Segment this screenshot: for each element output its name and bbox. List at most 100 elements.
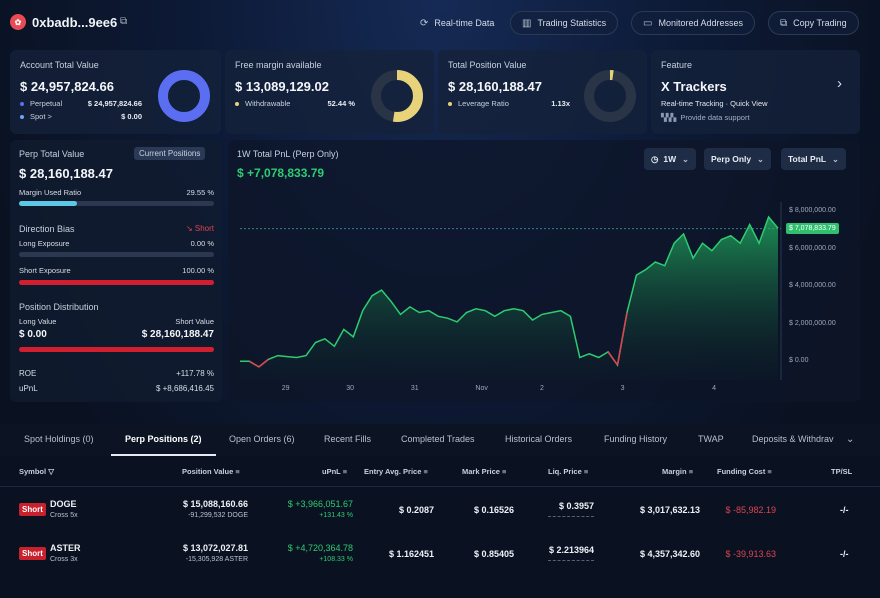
sort-icon[interactable]: ≡	[235, 467, 240, 476]
tab-historical-orders[interactable]: Historical Orders	[505, 434, 573, 444]
perpetual-row: Perpetual	[20, 99, 62, 108]
long-value: $ 0.00	[19, 329, 47, 340]
sort-icon[interactable]: ≡	[767, 467, 772, 476]
copy-trading-button[interactable]: ⧉ Copy Trading	[768, 11, 859, 35]
tab-perp-positions[interactable]: Perp Positions (2)	[125, 434, 202, 444]
active-tab-indicator	[111, 454, 216, 456]
negative-segment	[607, 351, 619, 366]
negative-segment	[258, 358, 269, 368]
monitored-addresses-button[interactable]: ▭ Monitored Addresses	[631, 11, 755, 35]
upnl-label: uPnL	[19, 384, 38, 393]
feature-provider: ▚▚▚ Provide data support	[661, 113, 750, 122]
tab-twap[interactable]: TWAP	[698, 434, 724, 444]
x-tick-label: Nov	[475, 385, 488, 392]
feature-card[interactable]: Feature X Trackers Real-time Tracking · …	[651, 50, 860, 134]
upnl-percent: +108.33 %	[319, 556, 353, 563]
monitor-icon: ▭	[643, 17, 653, 29]
scope-dropdown[interactable]: Perp Only ⌄	[704, 148, 771, 170]
copy-icon[interactable]: ⧉	[120, 16, 128, 27]
mark-price: $ 0.16526	[473, 505, 514, 515]
col-position-value[interactable]: Position Value ≡	[182, 467, 240, 476]
tab-deposits-withdrawals[interactable]: Deposits & Withdrav	[752, 434, 834, 444]
sort-icon[interactable]: ≡	[342, 467, 348, 476]
chevron-down-icon: ⌄	[757, 154, 764, 164]
col-margin[interactable]: Margin ≡	[662, 467, 694, 476]
symbol[interactable]: ASTER	[50, 543, 81, 553]
spot-link[interactable]: Spot >	[20, 112, 52, 121]
short-value-label: Short Value	[175, 317, 214, 326]
distribution-bar	[19, 347, 214, 352]
col-funding-cost[interactable]: Funding Cost ≡	[717, 467, 772, 476]
filter-icon[interactable]: ▽	[48, 467, 54, 476]
positions-tab-bar: Spot Holdings (0) Perp Positions (2) Ope…	[0, 424, 880, 456]
pnl-chart-panel: 1W Total PnL (Perp Only) $ +7,078,833.79…	[228, 140, 860, 402]
realtime-data-button[interactable]: ⟳ Real-time Data	[408, 11, 506, 35]
negative-segment	[249, 360, 260, 368]
margin-used-value: 29.55 %	[186, 188, 214, 197]
header-divider	[0, 486, 880, 487]
negative-segment	[616, 312, 628, 366]
leverage: Cross 5x	[50, 512, 78, 519]
short-exposure-label: Short Exposure	[19, 266, 71, 275]
trading-statistics-button[interactable]: ▥ Trading Statistics	[510, 11, 619, 35]
funding-cost: $ -39,913.63	[725, 549, 776, 559]
mark-price: $ 0.85405	[473, 549, 514, 559]
copy-icon: ⧉	[780, 17, 788, 29]
long-exposure-bar	[19, 252, 214, 257]
entry-price: $ 1.162451	[388, 549, 434, 559]
direction-bias-title: Direction Bias	[19, 224, 75, 234]
button-label: Copy Trading	[793, 18, 847, 28]
trend-down-icon: ↘	[185, 224, 195, 233]
upnl-percent: +131.43 %	[319, 512, 353, 519]
spot-value: $ 0.00	[121, 112, 142, 121]
col-tpsl: TP/SL	[831, 467, 853, 476]
sort-icon[interactable]: ≡	[583, 467, 589, 476]
tab-open-orders[interactable]: Open Orders (6)	[229, 434, 295, 444]
symbol[interactable]: DOGE	[50, 499, 77, 509]
chevron-down-icon: ⌄	[832, 154, 839, 164]
tab-funding-history[interactable]: Funding History	[604, 434, 668, 444]
card-title: Account Total Value	[20, 60, 99, 70]
account-total-card: Account Total Value $ 24,957,824.66 Perp…	[10, 50, 221, 134]
entry-price: $ 0.2087	[398, 505, 434, 515]
short-value: $ 28,160,188.47	[141, 329, 214, 340]
sort-icon[interactable]: ≡	[502, 467, 507, 476]
pnl-line	[240, 215, 779, 368]
chevron-right-icon[interactable]: ›	[837, 75, 842, 92]
dotted-underline	[548, 560, 594, 561]
y-tick-label: $ 2,000,000.00	[789, 319, 836, 327]
provider-logo-icon: ▚▚▚	[661, 113, 676, 122]
perp-total-title: Perp Total Value	[19, 149, 85, 159]
tpsl[interactable]: -/-	[840, 505, 849, 515]
upnl-value: $ +8,686,416.45	[155, 384, 214, 393]
col-entry-price[interactable]: Entry Avg. Price ≡	[364, 467, 428, 476]
tab-recent-fills[interactable]: Recent Fills	[324, 434, 372, 444]
y-tick-label: $ 4,000,000.00	[789, 282, 836, 290]
x-tick-label: 31	[410, 385, 419, 392]
top-bar: ✿ 0xbadb...9ee6 ⧉ ⟳ Real-time Data ▥ Tradi…	[0, 0, 880, 46]
card-title: Free margin available	[235, 60, 322, 70]
chevron-down-icon[interactable]: ⌄	[846, 434, 855, 445]
withdrawable-value: 52.44 %	[327, 99, 355, 108]
current-positions-chip[interactable]: Current Positions	[134, 147, 206, 160]
pnl-area-chart	[240, 202, 782, 380]
col-symbol[interactable]: Symbol ▽	[19, 467, 54, 476]
col-upnl[interactable]: uPnL ≡	[322, 467, 348, 476]
button-label: Real-time Data	[434, 18, 495, 28]
metric-dropdown[interactable]: Total PnL ⌄	[781, 148, 846, 170]
tpsl[interactable]: -/-	[840, 549, 849, 559]
period-dropdown[interactable]: ◷ 1W ⌄	[644, 148, 696, 170]
upnl-value: $ +3,966,051.67	[287, 499, 353, 509]
leverage: Cross 3x	[50, 556, 78, 563]
tab-completed-trades[interactable]: Completed Trades	[401, 434, 475, 444]
long-exposure-value: 0.00 %	[190, 239, 214, 248]
col-liq-price[interactable]: Liq. Price ≡	[548, 467, 589, 476]
x-tick-label: 3	[620, 385, 625, 392]
col-mark-price[interactable]: Mark Price ≡	[462, 467, 507, 476]
long-exposure-label: Long Exposure	[19, 239, 70, 248]
margin-used-bar	[19, 201, 214, 206]
sort-icon[interactable]: ≡	[688, 467, 694, 476]
tab-spot-holdings[interactable]: Spot Holdings (0)	[24, 434, 94, 444]
card-title: Total Position Value	[448, 60, 527, 70]
sort-icon[interactable]: ≡	[423, 467, 428, 476]
